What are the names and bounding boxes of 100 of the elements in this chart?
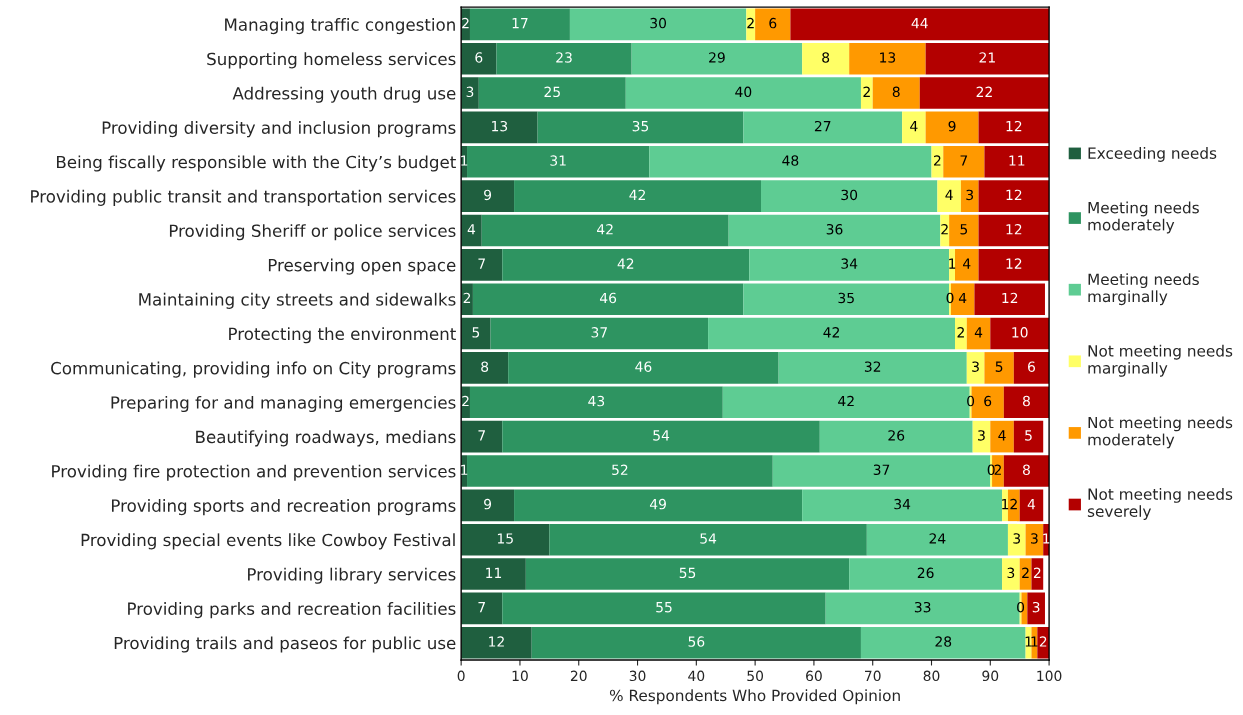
data-label: 7 [478,258,485,269]
data-label: 8 [1022,395,1030,407]
data-label: 32 [864,361,881,372]
bar [514,489,803,522]
data-label: 3 [966,189,974,201]
bar [943,145,985,178]
bar [937,180,961,212]
bar [755,8,791,41]
bar [743,111,903,144]
data-label: 21 [979,52,995,63]
x-tick-label: 60 [806,670,822,682]
bar [625,77,861,109]
bar [1031,558,1044,590]
bar [955,317,967,350]
bar [1007,523,1026,556]
y-tick-label: Providing parks and recreation facilities [128,602,456,619]
x-tick-label: 40 [688,670,705,682]
bar [790,8,1050,41]
bar [849,558,1003,590]
y-tick-label: Providing public transit and transportation services [31,189,456,206]
data-label: 46 [599,292,617,304]
data-label: 2 [1010,498,1017,510]
y-tick-label: Preserving open space [268,258,456,275]
bar [1013,352,1050,384]
bar [966,352,985,384]
data-label: 11 [1009,155,1025,166]
x-tick-label: 80 [923,670,940,682]
bar [1027,592,1045,625]
bar [472,283,744,315]
data-label: 8 [481,361,489,372]
data-label: 12 [1002,292,1018,304]
data-label: 4 [945,189,953,200]
data-label: 40 [735,86,752,98]
bar [728,214,941,247]
data-label: 31 [550,155,566,166]
data-label: 4 [1027,499,1036,510]
bar [866,523,1008,556]
bar [649,145,932,178]
data-label: 6 [1028,361,1035,372]
y-tick-label: Providing fire protection and prevention services [52,464,456,481]
bar [537,111,744,144]
bar [531,626,861,659]
data-label: 12 [1006,258,1022,269]
data-label: 5 [960,224,968,235]
bar [978,180,1050,212]
bar [925,42,1050,75]
bar [1002,489,1008,522]
data-label: 1 [1025,636,1032,647]
data-label: 23 [556,52,572,63]
data-label: 37 [591,327,607,338]
y-tick-label: Addressing youth drug use [232,86,456,103]
data-label: 42 [617,258,634,269]
bar [461,180,515,212]
bar [467,145,650,178]
data-label: 1 [1043,533,1050,544]
bar [925,111,979,144]
data-label: 2 [1033,567,1041,578]
bar [940,214,950,247]
data-label: 3 [1031,533,1038,544]
data-label: 2 [933,155,941,166]
bar [1013,420,1044,453]
data-label: 5 [472,327,480,338]
bar [467,455,773,487]
bar [502,592,826,625]
data-label: 42 [838,395,854,407]
bar [1019,489,1044,522]
data-label: 37 [873,464,890,476]
data-label: 1 [1031,636,1038,647]
data-label: 10 [1012,327,1028,338]
data-label: 46 [635,361,652,372]
bar [1003,455,1050,487]
bar [802,489,1003,522]
bar [746,8,756,41]
data-label: 17 [512,18,528,29]
y-tick-label: Communicating, providing info on City programs [51,361,456,378]
bar [984,145,1050,178]
data-label: 34 [894,498,911,510]
x-tick-label: 70 [865,670,881,682]
y-tick-label: Providing library services [248,567,456,584]
bar [1031,626,1038,659]
data-label: 36 [826,224,843,235]
data-label: 4 [998,430,1006,441]
bar [1007,489,1020,522]
data-label: 26 [888,430,905,441]
x-tick-label: 10 [512,670,528,682]
data-label: 9 [484,498,492,510]
data-label: 4 [910,121,918,132]
data-label: 2 [1022,567,1029,578]
data-label: 3 [1007,567,1015,579]
data-label: 5 [995,361,1003,372]
bar [990,420,1014,453]
data-label: 6 [475,52,483,63]
bar [978,111,1050,144]
bar [469,386,723,419]
x-tick-label: 100 [1037,670,1062,682]
bar [525,558,850,590]
y-tick-label: Supporting homeless services [207,52,456,69]
bar [990,317,1050,350]
bar [478,77,626,109]
bar [984,352,1014,384]
